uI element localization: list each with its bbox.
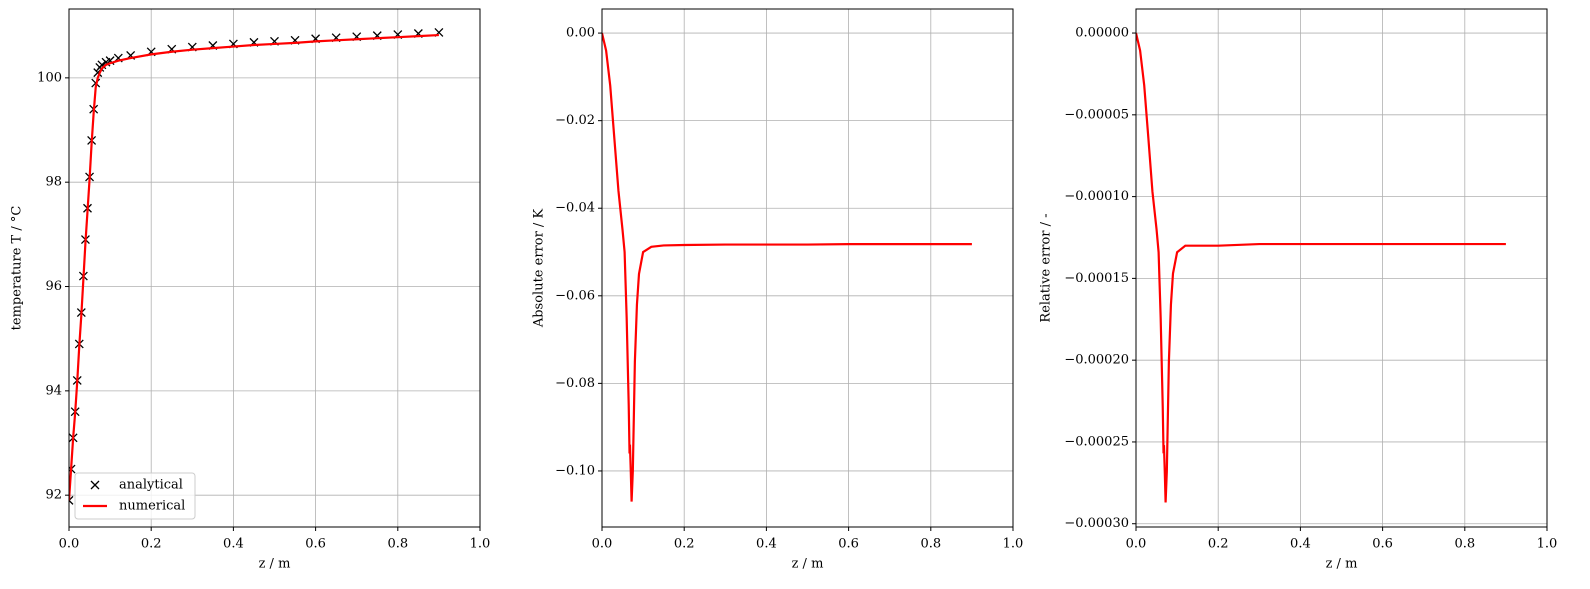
x-tick-label: 0.2 bbox=[1208, 537, 1229, 552]
y-tick-label: 100 bbox=[37, 70, 62, 85]
x-tick-label: 0.6 bbox=[1372, 537, 1393, 552]
x-tick-label: 0.6 bbox=[305, 537, 326, 552]
x-tick-label: 1.0 bbox=[1003, 537, 1024, 552]
x-tick-label: 0.8 bbox=[1454, 537, 1475, 552]
x-axis-label: z / m bbox=[792, 557, 824, 572]
y-tick-label: −0.06 bbox=[555, 288, 595, 303]
x-tick-label: 1.0 bbox=[1537, 537, 1558, 552]
legend-label: numerical bbox=[119, 499, 185, 514]
axes-frame bbox=[1135, 8, 1548, 528]
x-tick-label: 0.0 bbox=[1126, 537, 1147, 552]
y-tick-label: 92 bbox=[45, 488, 62, 503]
x-tick-label: 0.0 bbox=[592, 537, 613, 552]
y-tick-label: −0.04 bbox=[555, 201, 595, 216]
legend-box bbox=[74, 472, 196, 520]
y-tick-label: −0.10 bbox=[555, 463, 595, 478]
y-tick-label: 0.00000 bbox=[1075, 26, 1129, 41]
subplot: 0.0 0.2 0.4 0.6 0.8 1.0 0.00 −0.02 −0.04 −0.06 −0.… bbox=[532, 8, 1024, 572]
x-tick-label: 0.4 bbox=[223, 537, 244, 552]
line bbox=[602, 32, 972, 502]
x-tick-label: 1.0 bbox=[470, 537, 491, 552]
legend-label: analytical bbox=[119, 478, 183, 493]
x-tick-label: 0.6 bbox=[838, 537, 859, 552]
line bbox=[1136, 32, 1506, 503]
y-tick-label: 0.00 bbox=[566, 26, 595, 41]
x-tick-label: 0.2 bbox=[674, 537, 695, 552]
y-axis-label: Relative error / - bbox=[1039, 213, 1054, 322]
y-tick-label: −0.00025 bbox=[1064, 434, 1129, 449]
y-tick-label: −0.00020 bbox=[1064, 353, 1129, 368]
subplot: 0.0 0.2 0.4 0.6 0.8 1.0 92 94 96 98 100 z / m temper… bbox=[10, 8, 491, 572]
line bbox=[69, 33, 439, 501]
y-tick-label: −0.08 bbox=[555, 376, 595, 391]
subplot: 0.0 0.2 0.4 0.6 0.8 1.0 0.00000 −0.00005 −0.0001… bbox=[1039, 8, 1558, 572]
y-tick-label: 94 bbox=[45, 383, 62, 398]
y-tick-label: −0.00015 bbox=[1064, 271, 1129, 286]
y-tick-label: −0.02 bbox=[555, 113, 595, 128]
x-tick-label: 0.0 bbox=[59, 537, 80, 552]
legend-marker bbox=[90, 480, 100, 490]
marker bbox=[69, 495, 74, 505]
y-tick-label: −0.00005 bbox=[1064, 107, 1129, 122]
x-tick-label: 0.4 bbox=[1290, 537, 1311, 552]
axes-frame bbox=[601, 8, 1014, 528]
axes-frame bbox=[68, 8, 481, 528]
x-tick-label: 0.2 bbox=[141, 537, 162, 552]
y-tick-label: −0.00030 bbox=[1064, 516, 1129, 531]
x-axis-label: z / m bbox=[259, 557, 291, 572]
y-axis-label: temperature T / °C bbox=[10, 206, 25, 331]
y-tick-label: 98 bbox=[45, 175, 62, 190]
y-tick-label: 96 bbox=[45, 279, 62, 294]
x-tick-label: 0.4 bbox=[756, 537, 777, 552]
x-axis-label: z / m bbox=[1326, 557, 1358, 572]
x-tick-label: 0.8 bbox=[920, 537, 941, 552]
y-tick-label: −0.00010 bbox=[1064, 189, 1129, 204]
y-axis-label: Absolute error / K bbox=[532, 209, 547, 329]
x-tick-label: 0.8 bbox=[387, 537, 408, 552]
